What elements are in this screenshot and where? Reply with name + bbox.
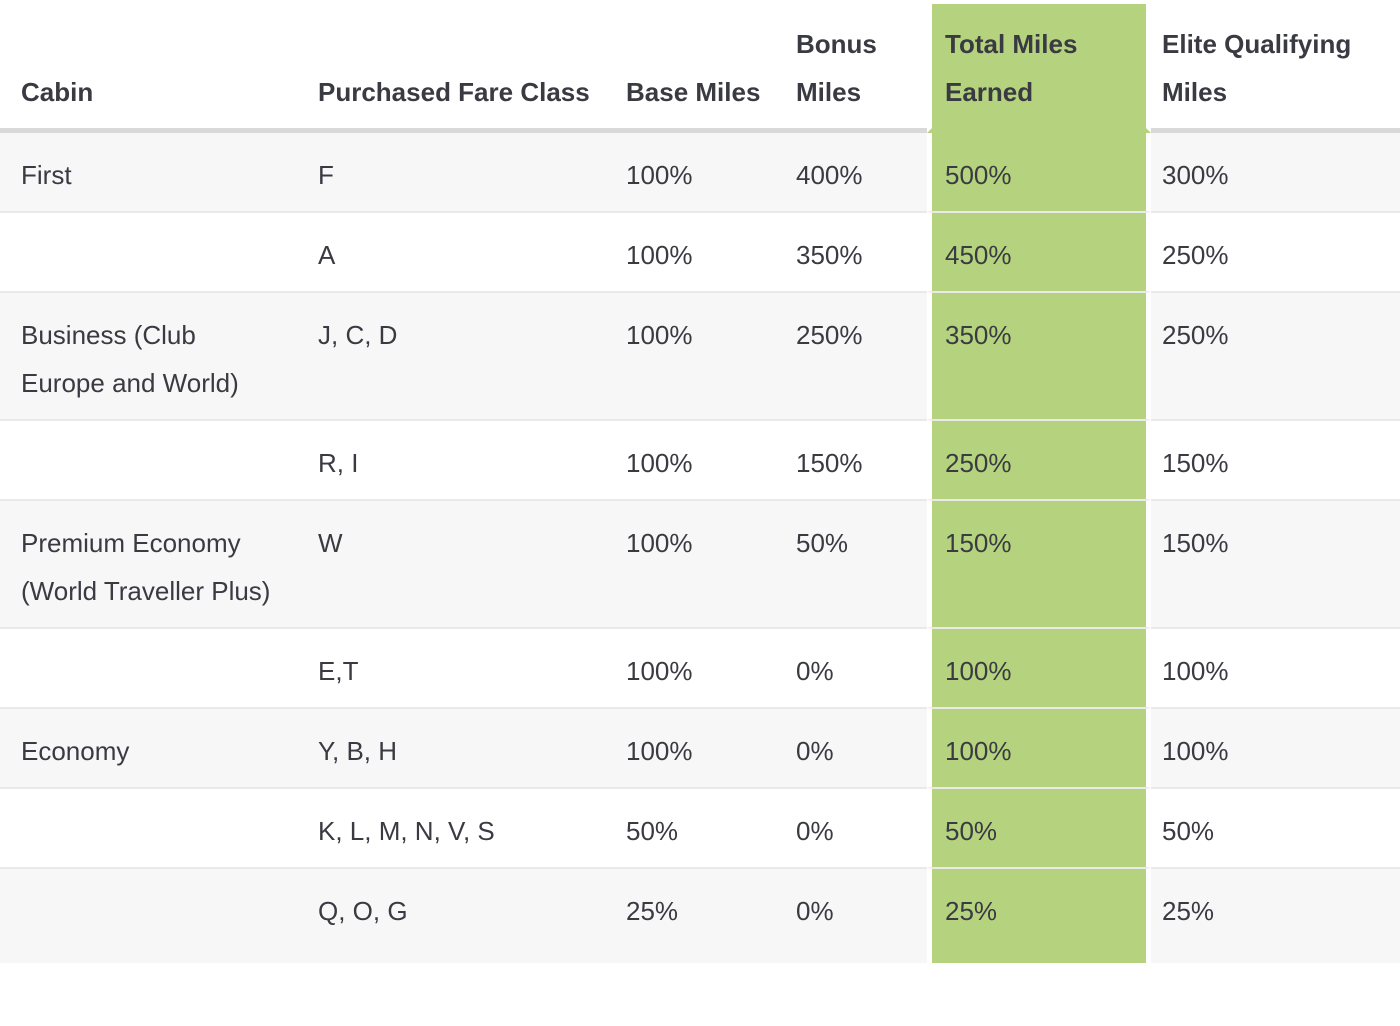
cell-base-miles: 100% xyxy=(605,211,775,291)
cell-cabin: Business (Club Europe and World) xyxy=(0,291,297,419)
table-row-first-a: A 100% 350% 450% 250% xyxy=(0,211,1400,291)
cell-cabin xyxy=(0,627,297,707)
cell-fare-class: F xyxy=(297,133,605,211)
table-row-business-jcd: Business (Club Europe and World) J, C, D… xyxy=(0,291,1400,419)
cell-total-miles-earned: 350% xyxy=(927,291,1151,419)
cell-total-miles-earned: 250% xyxy=(927,419,1151,499)
cell-bonus-miles: 400% xyxy=(775,133,927,211)
table-row-first-f: First F 100% 400% 500% 300% xyxy=(0,133,1400,211)
cell-fare-class: R, I xyxy=(297,419,605,499)
cell-base-miles: 100% xyxy=(605,133,775,211)
cell-elite-qualifying-miles: 25% xyxy=(1151,867,1400,963)
cell-total-miles-earned: 150% xyxy=(927,499,1151,627)
cell-base-miles: 50% xyxy=(605,787,775,867)
cell-total-miles-earned: 100% xyxy=(927,627,1151,707)
cell-base-miles: 100% xyxy=(605,419,775,499)
cell-total-miles-earned: 100% xyxy=(927,707,1151,787)
cell-cabin xyxy=(0,211,297,291)
table-row-premium-economy-w: Premium Economy (World Traveller Plus) W… xyxy=(0,499,1400,627)
cell-bonus-miles: 50% xyxy=(775,499,927,627)
cell-elite-qualifying-miles: 250% xyxy=(1151,211,1400,291)
cell-bonus-miles: 350% xyxy=(775,211,927,291)
cell-elite-qualifying-miles: 150% xyxy=(1151,419,1400,499)
cell-bonus-miles: 0% xyxy=(775,787,927,867)
cell-base-miles: 100% xyxy=(605,627,775,707)
cell-fare-class: K, L, M, N, V, S xyxy=(297,787,605,867)
col-header-cabin: Cabin xyxy=(0,4,297,133)
cell-cabin: Economy xyxy=(0,707,297,787)
cell-base-miles: 100% xyxy=(605,707,775,787)
cell-cabin xyxy=(0,787,297,867)
cell-fare-class: A xyxy=(297,211,605,291)
cell-elite-qualifying-miles: 150% xyxy=(1151,499,1400,627)
cell-base-miles: 100% xyxy=(605,499,775,627)
cell-cabin xyxy=(0,867,297,963)
cell-cabin: First xyxy=(0,133,297,211)
cell-bonus-miles: 0% xyxy=(775,627,927,707)
cell-elite-qualifying-miles: 250% xyxy=(1151,291,1400,419)
cell-elite-qualifying-miles: 300% xyxy=(1151,133,1400,211)
cell-total-miles-earned: 450% xyxy=(927,211,1151,291)
cell-bonus-miles: 0% xyxy=(775,707,927,787)
cell-total-miles-earned: 50% xyxy=(927,787,1151,867)
cell-base-miles: 100% xyxy=(605,291,775,419)
cell-bonus-miles: 250% xyxy=(775,291,927,419)
table-row-business-ri: R, I 100% 150% 250% 150% xyxy=(0,419,1400,499)
table-row-economy-ybh: Economy Y, B, H 100% 0% 100% 100% xyxy=(0,707,1400,787)
cell-bonus-miles: 0% xyxy=(775,867,927,963)
miles-earning-table: Cabin Purchased Fare Class Base Miles Bo… xyxy=(0,4,1400,963)
col-header-base-miles: Base Miles xyxy=(605,4,775,133)
cell-elite-qualifying-miles: 100% xyxy=(1151,707,1400,787)
table-row-premium-economy-et: E,T 100% 0% 100% 100% xyxy=(0,627,1400,707)
col-header-total-miles-earned: Total Miles Earned xyxy=(927,4,1151,133)
cell-total-miles-earned: 25% xyxy=(927,867,1151,963)
cell-elite-qualifying-miles: 50% xyxy=(1151,787,1400,867)
col-header-bonus-miles: Bonus Miles xyxy=(775,4,927,133)
cell-cabin xyxy=(0,419,297,499)
col-header-elite-qualifying-miles: Elite Qualifying Miles xyxy=(1151,4,1400,133)
cell-cabin: Premium Economy (World Traveller Plus) xyxy=(0,499,297,627)
cell-fare-class: J, C, D xyxy=(297,291,605,419)
cell-bonus-miles: 150% xyxy=(775,419,927,499)
cell-fare-class: Y, B, H xyxy=(297,707,605,787)
cell-fare-class: E,T xyxy=(297,627,605,707)
cell-elite-qualifying-miles: 100% xyxy=(1151,627,1400,707)
table-row-economy-qog: Q, O, G 25% 0% 25% 25% xyxy=(0,867,1400,963)
cell-fare-class: W xyxy=(297,499,605,627)
cell-fare-class: Q, O, G xyxy=(297,867,605,963)
col-header-purchased-fare-class: Purchased Fare Class xyxy=(297,4,605,133)
cell-base-miles: 25% xyxy=(605,867,775,963)
table-row-economy-klmnvs: K, L, M, N, V, S 50% 0% 50% 50% xyxy=(0,787,1400,867)
cell-total-miles-earned: 500% xyxy=(927,133,1151,211)
header-row: Cabin Purchased Fare Class Base Miles Bo… xyxy=(0,4,1400,133)
